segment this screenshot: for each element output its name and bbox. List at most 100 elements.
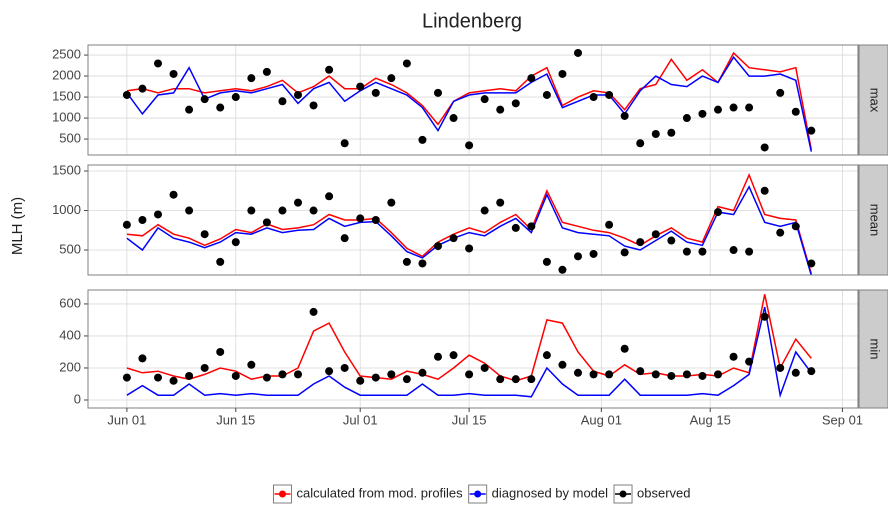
observed-point [449, 114, 458, 123]
observed-point [605, 220, 614, 229]
legend-label: diagnosed by model [492, 485, 608, 500]
observed-point [542, 351, 551, 360]
observed-point [418, 259, 427, 268]
y-tick-label: 200 [59, 359, 81, 374]
panel-border [87, 289, 859, 409]
y-tick-label: 1500 [52, 162, 81, 177]
observed-point [387, 370, 396, 379]
y-tick-label: 1500 [52, 88, 81, 103]
observed-point [154, 210, 162, 219]
observed-point [294, 198, 302, 207]
observed-point [294, 370, 302, 379]
observed-point [574, 48, 582, 57]
observed-point [620, 248, 629, 257]
observed-point [340, 139, 349, 148]
observed-point [169, 376, 178, 385]
series-line [126, 55, 813, 152]
series-line [126, 51, 813, 150]
facet-strip [858, 289, 888, 409]
observed-point [620, 344, 629, 353]
observed-point [651, 130, 660, 139]
panel-border [87, 164, 859, 276]
x-tick-label: Aug 15 [690, 412, 731, 427]
observed-point [667, 236, 676, 245]
observed-point [122, 373, 131, 382]
series-line [126, 185, 813, 276]
observed-point [682, 370, 691, 379]
panel-background [88, 165, 858, 275]
observed-point [402, 257, 411, 266]
observed-point [247, 206, 256, 215]
y-tick-label: 500 [59, 241, 81, 256]
observed-point [154, 373, 162, 382]
observed-point [418, 368, 427, 377]
observed-point [449, 351, 458, 360]
observed-point [807, 259, 816, 268]
observed-point [698, 247, 707, 256]
observed-point [760, 312, 769, 321]
observed-point [309, 206, 318, 215]
observed-point [698, 109, 707, 118]
observed-point [714, 208, 722, 217]
legend-label: calculated from mod. profiles [296, 485, 463, 500]
x-tick-label: Aug 01 [581, 412, 622, 427]
legend-label: observed [637, 485, 690, 500]
observed-point [449, 234, 458, 243]
observed-point [667, 371, 676, 380]
observed-point [371, 216, 380, 224]
observed-point [325, 367, 334, 376]
observed-point [589, 370, 598, 379]
observed-point [651, 370, 660, 379]
observed-point [200, 95, 209, 104]
observed-point [496, 375, 505, 384]
observed-point [278, 97, 287, 106]
observed-point [760, 143, 769, 152]
observed-point [402, 59, 411, 68]
facet-strip [858, 164, 888, 276]
observed-point [480, 206, 489, 215]
observed-point [185, 206, 194, 215]
chart-title: Lindenberg [422, 10, 522, 32]
observed-point [262, 373, 271, 382]
observed-point [418, 135, 427, 144]
observed-point [371, 88, 380, 97]
observed-point [231, 371, 240, 380]
observed-point [278, 370, 287, 379]
observed-point [636, 139, 645, 148]
observed-point [527, 222, 536, 231]
observed-point [325, 192, 334, 201]
observed-point [434, 242, 442, 251]
observed-point [791, 222, 800, 231]
series-line [126, 294, 812, 382]
observed-point [340, 234, 349, 243]
facet-label: max [868, 88, 883, 113]
observed-point [465, 141, 474, 150]
observed-point [558, 265, 567, 274]
observed-point [185, 371, 194, 380]
observed-point [574, 252, 582, 261]
x-tick-label: Jun 15 [216, 412, 255, 427]
observed-point [729, 352, 738, 361]
observed-point [185, 105, 194, 114]
facet-strip [858, 44, 888, 156]
x-tick-label: Sep 01 [822, 412, 863, 427]
x-tick-label: Jul 01 [343, 412, 378, 427]
observed-point [262, 218, 271, 227]
y-tick-label: 1000 [52, 109, 81, 124]
observed-point [807, 126, 816, 135]
observed-point [325, 65, 334, 74]
observed-point [496, 198, 505, 207]
observed-point [745, 103, 754, 112]
legend-point [474, 490, 482, 498]
observed-point [371, 373, 380, 382]
y-tick-label: 2500 [52, 47, 81, 62]
observed-point [558, 69, 567, 78]
panel-background [88, 290, 858, 408]
observed-point [776, 228, 785, 237]
observed-point [138, 216, 147, 224]
observed-point [247, 74, 256, 83]
observed-point [636, 238, 645, 247]
observed-point [574, 368, 582, 377]
observed-point [154, 59, 162, 68]
